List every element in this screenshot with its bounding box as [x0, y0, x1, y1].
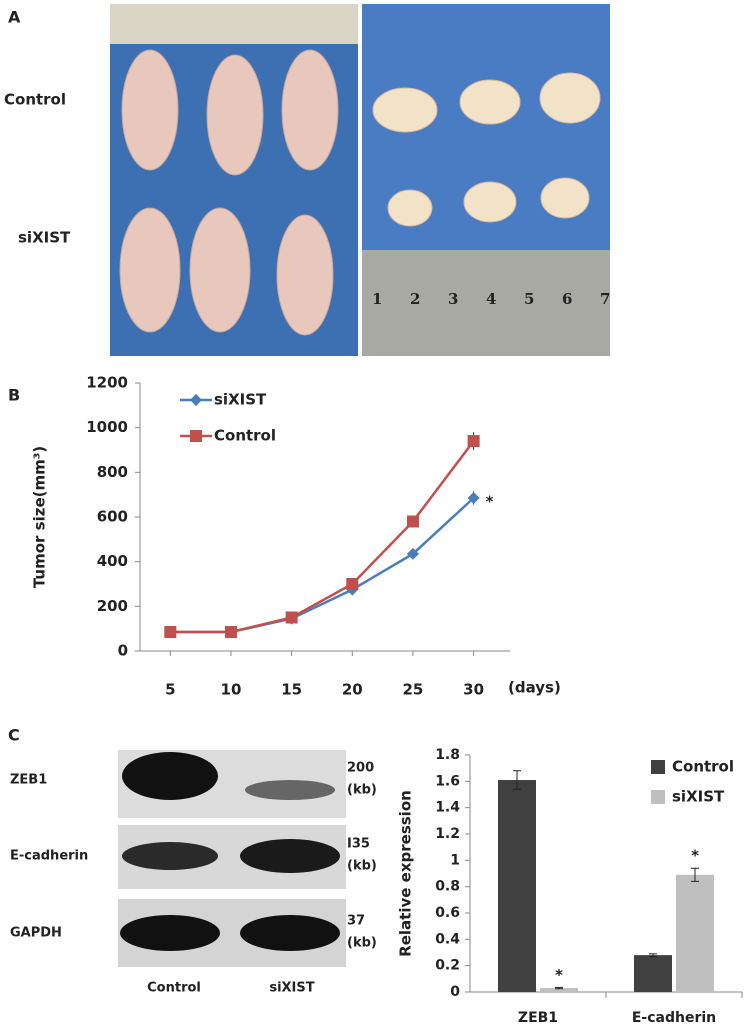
ruler-number: 6: [562, 290, 572, 308]
ruler-number: 3: [448, 290, 458, 308]
blot-unit: (kb): [347, 936, 377, 951]
row-label: siXIST: [18, 229, 71, 247]
blot-unit: (kb): [347, 859, 377, 874]
y-tick-label: 1.2: [435, 826, 460, 842]
y-tick-label: 0.2: [435, 958, 460, 974]
marker: [285, 611, 298, 624]
legend-marker: [190, 394, 202, 406]
error-bar: [513, 770, 521, 790]
y-tick-label: 800: [97, 463, 128, 481]
y-axis-label: Tumor size(mm³): [31, 446, 49, 588]
panel-label: B: [8, 386, 20, 405]
legend-marker: [190, 430, 202, 442]
legend-label: siXIST: [214, 391, 267, 409]
legend-label: Control: [672, 758, 734, 776]
marker: [467, 492, 480, 505]
tumor-photo: [362, 4, 610, 356]
row-label: Control: [4, 91, 66, 109]
y-tick-label: 0: [450, 984, 460, 1000]
y-tick-label: 1.6: [435, 773, 460, 789]
x-tick-label: 5: [165, 681, 175, 699]
error-bar: [555, 986, 563, 990]
series-line: [170, 440, 475, 634]
marker: [406, 515, 419, 528]
ruler-number: 2: [410, 290, 420, 308]
panel-label: A: [8, 8, 21, 27]
y-tick-label: 400: [97, 552, 128, 570]
legend-label: siXIST: [672, 788, 725, 806]
y-tick-label: 600: [97, 508, 128, 526]
blot-size: I35: [347, 837, 370, 852]
legend-label: Control: [214, 427, 276, 445]
error-bar: [691, 867, 699, 882]
bar: [676, 874, 714, 992]
x-tick-label: 25: [403, 681, 424, 699]
ruler-number: 7: [600, 290, 610, 308]
panel-label: C: [8, 726, 20, 745]
y-tick-label: 0.8: [435, 879, 460, 895]
annotation: *: [555, 966, 563, 984]
x-tick-label: E-cadherin: [632, 1010, 716, 1026]
x-tick-label: ZEB1: [518, 1010, 558, 1026]
y-tick-label: 1: [450, 852, 460, 868]
y-tick-label: 0.4: [435, 931, 460, 947]
lane-label: Control: [147, 981, 201, 996]
y-tick-label: 0: [118, 642, 128, 660]
bar: [540, 988, 578, 992]
error-bar: [649, 953, 657, 957]
ruler-number: 4: [486, 290, 496, 308]
bar: [634, 955, 672, 992]
y-tick-label: 200: [97, 597, 128, 615]
x-axis-label: (days): [508, 679, 561, 697]
blot-label: E-cadherin: [10, 849, 88, 864]
blot-size: 200: [347, 761, 374, 776]
marker: [164, 626, 177, 639]
y-tick-label: 1000: [86, 418, 128, 436]
legend-swatch: [651, 790, 665, 804]
marker: [467, 435, 480, 448]
y-tick-label: 1200: [86, 374, 128, 392]
blot-size: 37: [347, 914, 365, 929]
x-tick-label: 20: [342, 681, 363, 699]
marker: [346, 578, 359, 590]
blot-label: GAPDH: [10, 926, 62, 941]
mice-photo: [110, 4, 358, 356]
y-axis-label: Relative expression: [397, 790, 415, 957]
annotation: *: [486, 493, 494, 511]
ruler-number: 1: [372, 290, 382, 308]
ruler-number: 5: [524, 290, 534, 308]
blot-label: ZEB1: [10, 773, 47, 788]
y-tick-label: 1.8: [435, 747, 460, 763]
annotation: *: [691, 847, 699, 865]
bar: [498, 780, 536, 992]
y-tick-label: 0.6: [435, 905, 460, 921]
x-tick-label: 10: [221, 681, 242, 699]
marker: [224, 626, 237, 639]
marker: [406, 547, 419, 560]
x-tick-label: 15: [281, 681, 302, 699]
series-line: [170, 497, 475, 634]
blot-unit: (kb): [347, 783, 377, 798]
western-blot: [118, 750, 346, 967]
y-tick-label: 1.4: [435, 800, 460, 816]
lane-label: siXIST: [269, 981, 314, 996]
legend-swatch: [651, 760, 665, 774]
x-tick-label: 30: [463, 681, 484, 699]
